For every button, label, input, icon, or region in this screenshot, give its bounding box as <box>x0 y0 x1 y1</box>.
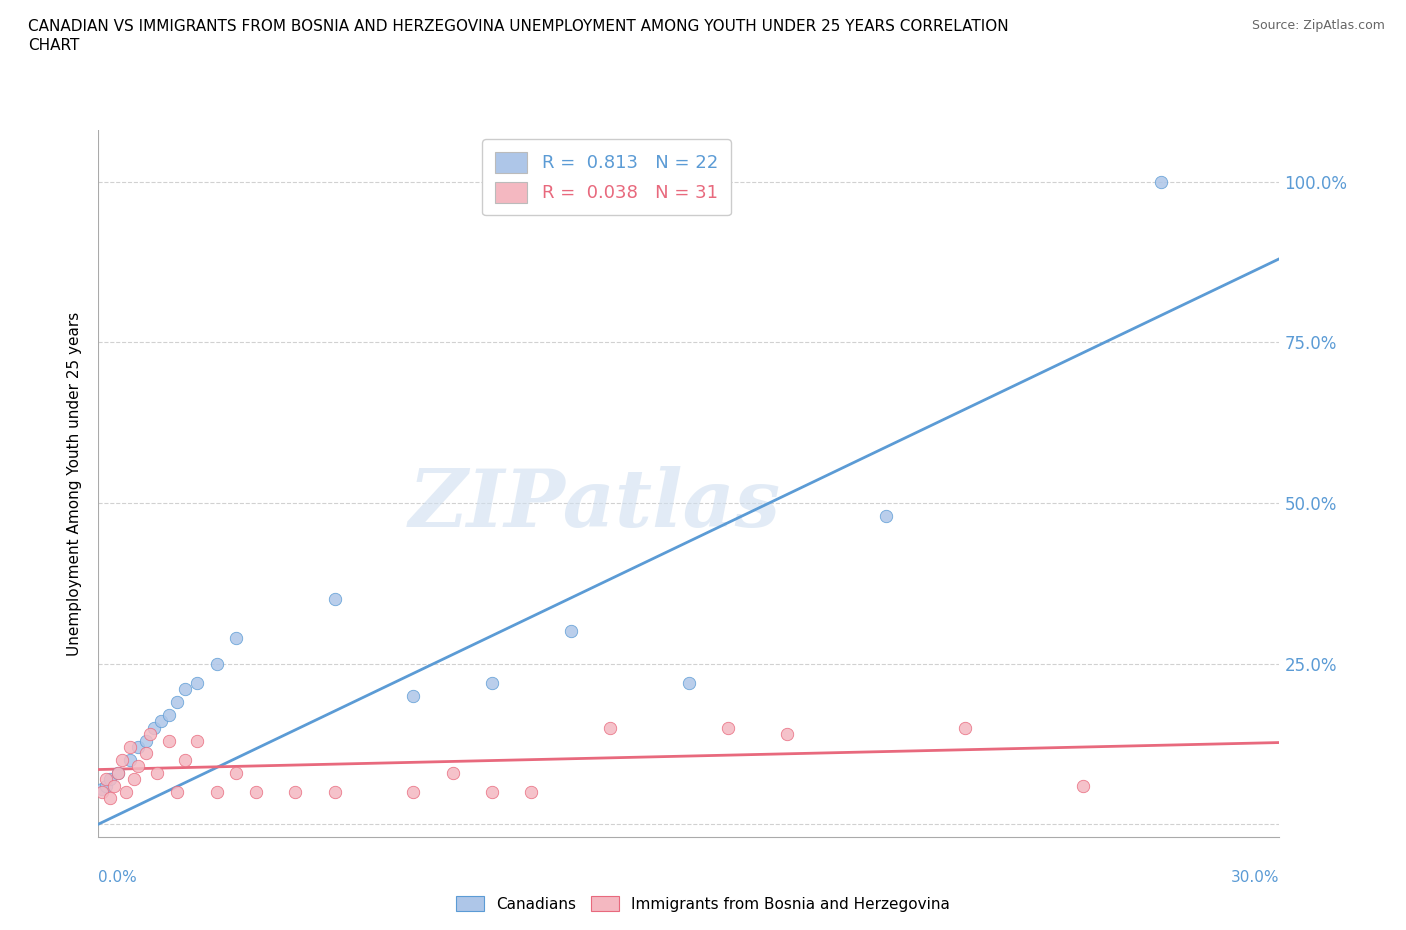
Point <box>186 675 208 690</box>
Point <box>284 785 307 800</box>
Point <box>174 682 197 697</box>
Point <box>127 739 149 754</box>
Point <box>323 785 346 800</box>
Point <box>91 781 114 796</box>
Point <box>118 752 141 767</box>
Point <box>146 765 169 780</box>
Point <box>481 675 503 690</box>
Point <box>135 733 157 748</box>
Point <box>96 778 118 793</box>
Point <box>776 726 799 741</box>
Point <box>402 688 425 703</box>
Legend: Canadians, Immigrants from Bosnia and Herzegovina: Canadians, Immigrants from Bosnia and He… <box>450 890 956 918</box>
Point <box>98 791 121 806</box>
Point <box>1150 174 1173 189</box>
Text: ZIPatlas: ZIPatlas <box>408 466 780 543</box>
Text: Source: ZipAtlas.com: Source: ZipAtlas.com <box>1251 19 1385 32</box>
Text: 0.0%: 0.0% <box>98 870 138 884</box>
Y-axis label: Unemployment Among Youth under 25 years: Unemployment Among Youth under 25 years <box>67 312 83 656</box>
Point <box>875 509 897 524</box>
Point <box>174 752 197 767</box>
Point <box>599 721 621 736</box>
Point <box>138 726 160 741</box>
Point <box>717 721 740 736</box>
Point <box>245 785 267 800</box>
Point <box>142 721 165 736</box>
Point <box>1071 778 1094 793</box>
Point <box>953 721 976 736</box>
Point <box>323 591 346 606</box>
Point <box>205 785 228 800</box>
Point <box>166 695 188 710</box>
Point <box>157 733 180 748</box>
Point <box>157 708 180 723</box>
Point <box>135 746 157 761</box>
Point <box>225 765 247 780</box>
Text: CANADIAN VS IMMIGRANTS FROM BOSNIA AND HERZEGOVINA UNEMPLOYMENT AMONG YOUTH UNDE: CANADIAN VS IMMIGRANTS FROM BOSNIA AND H… <box>28 19 1008 53</box>
Point <box>520 785 543 800</box>
Point <box>98 772 121 787</box>
Text: 30.0%: 30.0% <box>1232 870 1279 884</box>
Point <box>560 624 582 639</box>
Legend: R =  0.813   N = 22, R =  0.038   N = 31: R = 0.813 N = 22, R = 0.038 N = 31 <box>482 140 731 215</box>
Point <box>103 778 125 793</box>
Point <box>118 739 141 754</box>
Point <box>678 675 700 690</box>
Point <box>107 765 129 780</box>
Point <box>402 785 425 800</box>
Point <box>96 772 118 787</box>
Point <box>115 785 138 800</box>
Point <box>107 765 129 780</box>
Point <box>481 785 503 800</box>
Point <box>205 656 228 671</box>
Point <box>122 772 145 787</box>
Point <box>127 759 149 774</box>
Point <box>186 733 208 748</box>
Point <box>441 765 464 780</box>
Point <box>150 714 173 729</box>
Point <box>225 631 247 645</box>
Point <box>111 752 134 767</box>
Point <box>166 785 188 800</box>
Point <box>91 785 114 800</box>
